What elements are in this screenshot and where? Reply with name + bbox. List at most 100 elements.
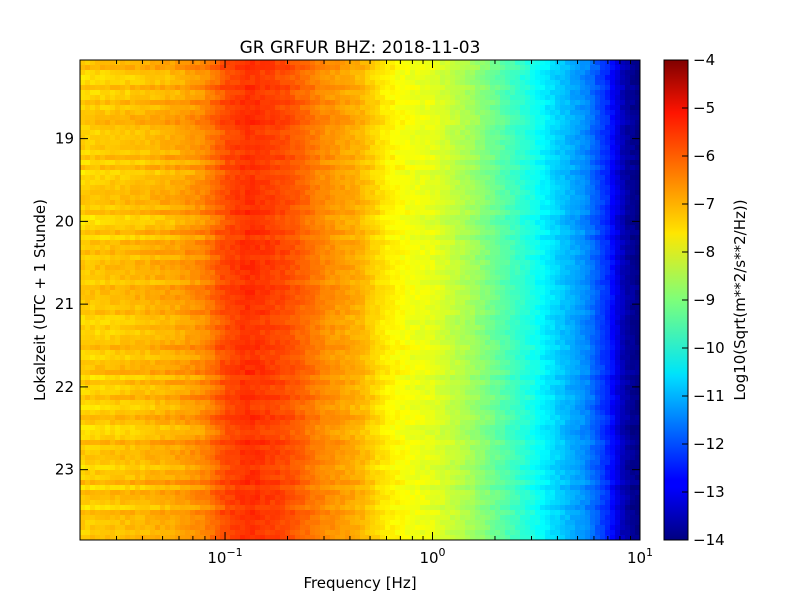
heatmap-cell — [280, 285, 286, 291]
heatmap-cell — [90, 230, 96, 236]
heatmap-cell — [270, 190, 276, 196]
heatmap-cell — [110, 480, 116, 486]
heatmap-cell — [155, 70, 161, 76]
heatmap-cell — [180, 215, 186, 221]
heatmap-cell — [145, 155, 151, 161]
heatmap-cell — [290, 335, 296, 341]
heatmap-cell — [175, 160, 181, 166]
heatmap-cell — [120, 185, 126, 191]
heatmap-cell — [305, 315, 311, 321]
heatmap-cell — [130, 505, 136, 511]
heatmap-cell — [195, 505, 201, 511]
heatmap-cell — [265, 435, 271, 441]
heatmap-cell — [105, 165, 111, 171]
heatmap-cell — [245, 515, 251, 521]
heatmap-cell — [155, 305, 161, 311]
heatmap-cell — [330, 60, 336, 66]
heatmap-cell — [235, 210, 241, 216]
heatmap-cell — [165, 495, 171, 501]
heatmap-cell — [195, 450, 201, 456]
heatmap-cell — [255, 360, 261, 366]
heatmap-cell — [195, 165, 201, 171]
heatmap-cell — [210, 460, 216, 466]
heatmap-cell — [210, 465, 216, 471]
heatmap-cell — [320, 525, 326, 531]
heatmap-cell — [115, 425, 121, 431]
heatmap-cell — [130, 150, 136, 156]
heatmap-cell — [100, 405, 106, 411]
heatmap-cell — [245, 485, 251, 491]
heatmap-cell — [330, 90, 336, 96]
heatmap-cell — [210, 530, 216, 536]
heatmap-cell — [190, 450, 196, 456]
heatmap-cell — [325, 140, 331, 146]
heatmap-cell — [285, 315, 291, 321]
heatmap-cell — [90, 460, 96, 466]
heatmap-cell — [150, 515, 156, 521]
heatmap-cell — [195, 350, 201, 356]
heatmap-cell — [150, 425, 156, 431]
heatmap-cell — [205, 360, 211, 366]
heatmap-cell — [290, 170, 296, 176]
heatmap-cell — [105, 250, 111, 256]
heatmap-cell — [260, 90, 266, 96]
heatmap-cell — [135, 490, 141, 496]
heatmap-cell — [295, 325, 301, 331]
heatmap-cell — [325, 435, 331, 441]
heatmap-cell — [150, 110, 156, 116]
heatmap-cell — [90, 95, 96, 101]
heatmap-cell — [260, 320, 266, 326]
heatmap-cell — [170, 490, 176, 496]
heatmap-cell — [150, 475, 156, 481]
heatmap-cell — [130, 425, 136, 431]
heatmap-cell — [95, 340, 101, 346]
heatmap-cell — [85, 100, 91, 106]
heatmap-cell — [105, 115, 111, 121]
heatmap-cell — [85, 310, 91, 316]
heatmap-cell — [125, 240, 131, 246]
heatmap-cell — [145, 210, 151, 216]
heatmap-cell — [210, 280, 216, 286]
heatmap-cell — [185, 415, 191, 421]
heatmap-cell — [135, 145, 141, 151]
heatmap-cell — [235, 320, 241, 326]
heatmap-cell — [240, 140, 246, 146]
heatmap-cell — [115, 310, 121, 316]
heatmap-cell — [190, 260, 196, 266]
heatmap-cell — [255, 110, 261, 116]
heatmap-cell — [135, 330, 141, 336]
heatmap-cell — [115, 300, 121, 306]
heatmap-cell — [150, 435, 156, 441]
heatmap-cell — [295, 315, 301, 321]
heatmap-cell — [105, 95, 111, 101]
heatmap-cell — [160, 390, 166, 396]
heatmap-cell — [300, 400, 306, 406]
heatmap-cell — [95, 205, 101, 211]
heatmap-cell — [210, 390, 216, 396]
heatmap-cell — [330, 325, 336, 331]
heatmap-cell — [120, 510, 126, 516]
heatmap-cell — [195, 485, 201, 491]
heatmap-cell — [305, 345, 311, 351]
heatmap-cell — [140, 235, 146, 241]
heatmap-cell — [240, 515, 246, 521]
heatmap-cell — [320, 85, 326, 91]
heatmap-cell — [235, 280, 241, 286]
heatmap-cell — [205, 505, 211, 511]
heatmap-cell — [140, 275, 146, 281]
heatmap-cell — [300, 285, 306, 291]
heatmap-cell — [260, 200, 266, 206]
heatmap-cell — [330, 470, 336, 476]
heatmap-cell — [285, 395, 291, 401]
heatmap-cell — [190, 360, 196, 366]
heatmap-cell — [170, 60, 176, 66]
heatmap-cell — [290, 340, 296, 346]
heatmap-cell — [270, 100, 276, 106]
heatmap-cell — [160, 350, 166, 356]
heatmap-cell — [300, 115, 306, 121]
heatmap-cell — [195, 205, 201, 211]
heatmap-cell — [240, 115, 246, 121]
heatmap-cell — [130, 90, 136, 96]
heatmap-cell — [255, 265, 261, 271]
heatmap-cell — [270, 230, 276, 236]
